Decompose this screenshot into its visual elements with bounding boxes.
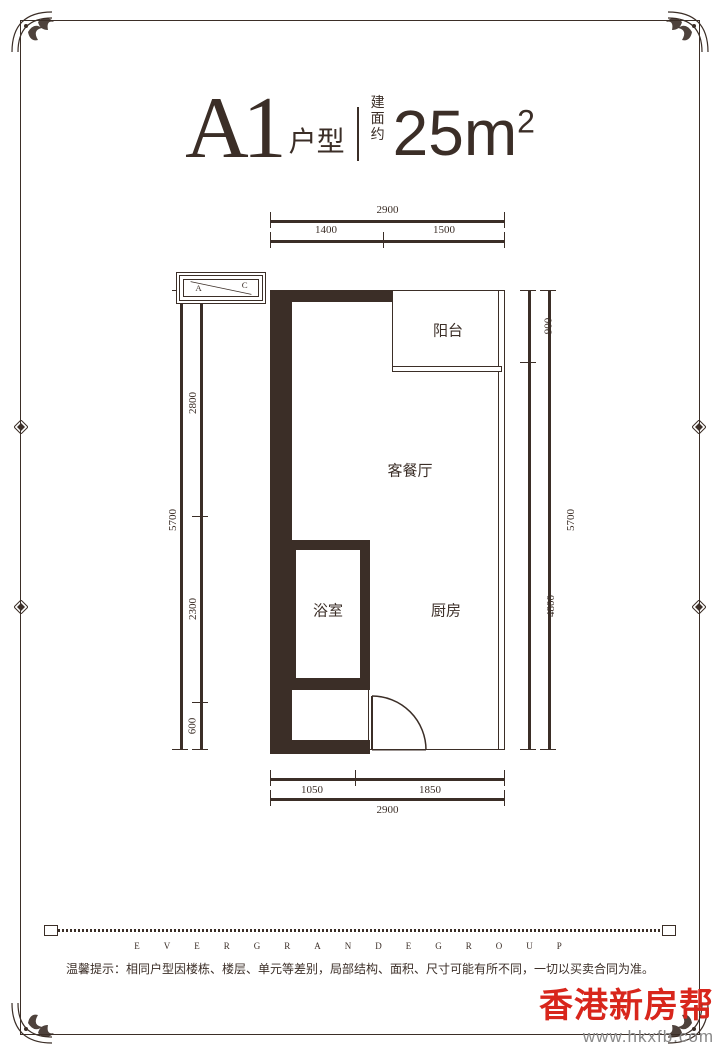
label-living: 客餐厅 [387, 460, 432, 481]
dim-left-split: 2800 2300 600 [200, 290, 203, 750]
title-separator [357, 107, 359, 161]
wall-segment [360, 540, 370, 690]
dim-top-total: 2900 [270, 220, 505, 223]
ac-unit: A C [176, 272, 266, 304]
wall-segment [284, 540, 296, 684]
footer-rail [50, 925, 670, 935]
wall-segment [292, 290, 392, 302]
watermark: 香港新房帮 www.hkxfb.com [539, 978, 714, 1047]
ac-a-label: A [195, 283, 202, 293]
title-row: A1 户型 建面约 25m2 [0, 78, 720, 179]
label-kitchen: 厨房 [431, 600, 461, 621]
dim-right-total: 5700 [548, 290, 551, 750]
corner-ornament-icon [8, 997, 58, 1047]
wall-segment [284, 678, 370, 690]
side-ornament-icon [14, 420, 28, 434]
wall-segment [270, 740, 370, 754]
dim-left-total: 5700 [180, 290, 183, 750]
label-bath: 浴室 [313, 600, 343, 621]
side-ornament-icon [14, 600, 28, 614]
huxing-label: 户型 [289, 120, 345, 160]
watermark-zh: 香港新房帮 [539, 978, 714, 1027]
disclaimer-text: 温馨提示：相同户型因楼栋、楼层、单元等差别，局部结构、面积、尺寸可能有所不同，一… [0, 960, 720, 977]
model-code: A1 [185, 78, 281, 179]
side-ornament-icon [692, 600, 706, 614]
ac-c-label: C [242, 280, 248, 290]
watermark-url: www.hkxfb.com [539, 1027, 714, 1047]
footer-letters: EVERGRANDEGROUP [0, 941, 720, 951]
dim-bottom-split: 1050 1850 [270, 778, 505, 781]
side-ornament-icon [692, 420, 706, 434]
wall-segment [284, 540, 370, 550]
dim-bottom-total: 2900 [270, 798, 505, 801]
area-value: 25m2 [393, 96, 535, 170]
corner-ornament-icon [8, 8, 58, 58]
label-balcony: 阳台 [433, 320, 463, 341]
jianmianyue-label: 建面约 [371, 96, 385, 144]
corner-ornament-icon [662, 8, 712, 58]
thin-wall [392, 366, 502, 372]
dim-top-split: 1400 1500 [270, 240, 505, 243]
floorplan-stage: 2900 1400 1500 5700 2800 2300 600 5700 9… [120, 200, 600, 840]
dim-right-split: 900 4800 [528, 290, 531, 750]
thin-wall [498, 290, 505, 750]
door-arc-icon [370, 688, 430, 752]
